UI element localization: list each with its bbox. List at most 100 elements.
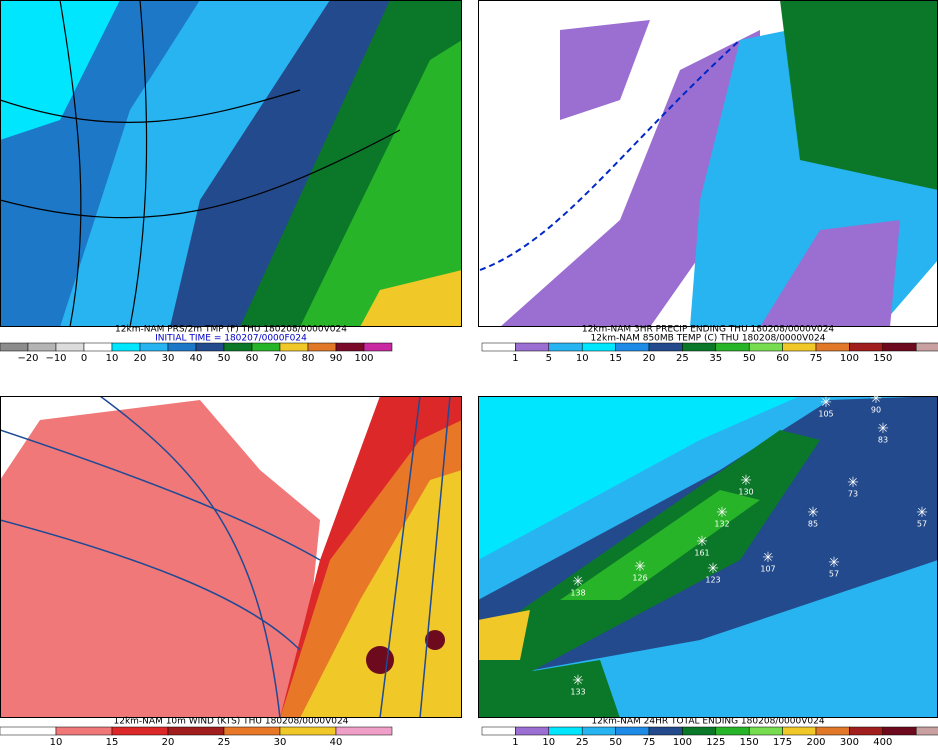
legend-label: 90 [330,353,343,364]
legend-label: 10 [542,737,555,748]
color-swatch [548,342,583,352]
legend-label: 20 [162,737,175,748]
color-swatch [335,726,393,736]
legend-label: 300 [840,737,859,748]
legend-label: 100 [673,737,692,748]
legend-label: 5 [546,353,552,364]
color-swatch [363,342,393,352]
color-swatch [55,726,113,736]
station-value: 138 [570,589,585,598]
color-swatch [548,726,583,736]
color-swatch [223,342,253,352]
legend-label: 60 [246,353,259,364]
station-marker: ✳ [916,505,928,521]
color-swatch [307,342,337,352]
legend-label: 70 [274,353,287,364]
station-marker: ✳ [847,475,859,491]
wind-map [0,396,462,718]
color-swatch [111,342,141,352]
legend-label: 40 [330,737,343,748]
color-swatch [27,342,57,352]
station-marker: ✳ [707,561,719,577]
legend-label: 20 [134,353,147,364]
station-value: 105 [818,410,833,419]
color-swatch [682,726,717,736]
legend-label: 60 [776,353,789,364]
color-swatch [581,342,616,352]
panel-subtitle: 12km-NAM 850MB TEMP (C) THU 180208/0000V… [591,334,826,344]
total-precip-map [478,396,938,718]
legend-label: 100 [354,353,373,364]
legend-label: 50 [218,353,231,364]
color-swatch [55,342,85,352]
legend-label: 25 [218,737,231,748]
legend-label: 30 [274,737,287,748]
color-swatch [715,342,750,352]
color-swatch [335,342,365,352]
station-marker: ✳ [696,534,708,550]
station-value: 57 [917,520,927,529]
station-value: 90 [871,406,881,415]
color-swatch [715,726,750,736]
panel-title: 12km-NAM PRS/2m TMP (F) THU 180208/0000V… [115,325,347,335]
color-swatch [882,342,917,352]
station-marker: ✳ [820,395,832,411]
legend-label: 50 [743,353,756,364]
color-swatch [648,342,683,352]
panel-subtitle: INITIAL TIME = 180207/0000F024 [155,334,307,344]
temperature-map [0,0,462,327]
legend-label: 10 [50,737,63,748]
color-swatch [139,342,169,352]
color-swatch [782,342,817,352]
legend-label: 40 [190,353,203,364]
legend-label: 35 [709,353,722,364]
station-marker: ✳ [828,555,840,571]
color-swatch [515,726,550,736]
legend-label: 25 [576,737,589,748]
legend-label: 15 [106,737,119,748]
station-value: 133 [570,688,585,697]
legend-label: 80 [302,353,315,364]
station-value: 83 [878,436,888,445]
panel-title: 12km-NAM 24HR TOTAL ENDING 180208/0000V0… [591,717,824,727]
color-swatch [111,726,169,736]
station-marker: ✳ [572,673,584,689]
station-value: 126 [632,574,647,583]
station-marker: ✳ [870,391,882,407]
legend-label: 1 [512,737,518,748]
legend-label: 400 [873,737,892,748]
color-swatch [815,726,850,736]
legend-label: 100 [840,353,859,364]
legend-label: 75 [643,737,656,748]
color-swatch [195,342,225,352]
color-swatch [849,342,884,352]
color-swatch [915,726,938,736]
color-swatch [0,726,57,736]
legend-label: 10 [576,353,589,364]
color-swatch [882,726,917,736]
color-swatch [481,726,516,736]
legend-label: 75 [810,353,823,364]
legend-label: 50 [609,737,622,748]
color-swatch [279,726,337,736]
color-swatch [581,726,616,736]
station-marker: ✳ [634,559,646,575]
color-swatch [682,342,717,352]
station-marker: ✳ [740,473,752,489]
station-marker: ✳ [762,550,774,566]
legend-label: 15 [609,353,622,364]
panel-title: 12km-NAM 10m WIND (KTS) THU 180208/0000V… [114,717,349,727]
station-value: 161 [694,549,709,558]
legend-label: 175 [773,737,792,748]
station-marker: ✳ [807,505,819,521]
station-marker: ✳ [716,505,728,521]
color-swatch [849,726,884,736]
station-value: 132 [714,520,729,529]
color-swatch [615,726,650,736]
precip-map [478,0,938,327]
legend-label: 0 [81,353,87,364]
color-swatch [167,342,197,352]
color-swatch [481,342,516,352]
